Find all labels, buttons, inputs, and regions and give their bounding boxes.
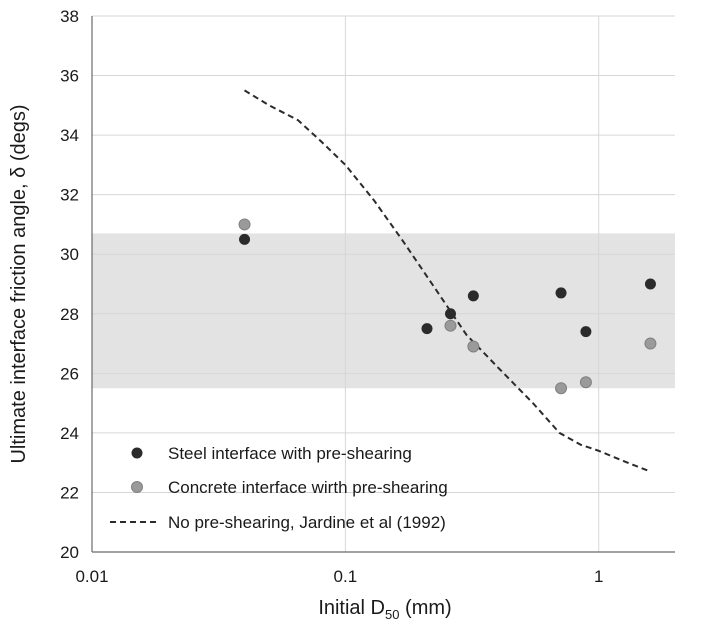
legend-label-jardine: No pre-shearing, Jardine et al (1992) bbox=[168, 513, 446, 532]
data-point-concrete bbox=[579, 376, 592, 389]
data-point-steel bbox=[467, 290, 479, 302]
legend-label-steel: Steel interface with pre-shearing bbox=[168, 444, 412, 463]
y-tick-label: 38 bbox=[60, 7, 79, 26]
shaded-band-layer bbox=[92, 233, 675, 389]
data-point-steel bbox=[421, 323, 433, 335]
y-tick-label: 34 bbox=[60, 126, 79, 145]
legend-item-jardine: No pre-shearing, Jardine et al (1992) bbox=[110, 513, 446, 532]
data-point-steel bbox=[445, 308, 457, 320]
axes-layer bbox=[91, 16, 675, 553]
y-tick-label: 26 bbox=[60, 364, 79, 383]
y-tick-label: 32 bbox=[60, 186, 79, 205]
data-point-steel bbox=[580, 326, 592, 338]
legend-item-steel: Steel interface with pre-shearing bbox=[131, 444, 412, 463]
x-tick-label: 0.1 bbox=[334, 567, 358, 586]
data-point-steel bbox=[644, 278, 656, 290]
y-axis-title: Ultimate interface friction angle, δ (de… bbox=[8, 104, 30, 463]
data-point-concrete bbox=[555, 382, 568, 395]
y-tick-label: 24 bbox=[60, 424, 79, 443]
legend-marker-steel bbox=[131, 447, 143, 459]
legend-label-concrete: Concrete interface wirth pre-shearing bbox=[168, 478, 448, 497]
legend: Steel interface with pre-shearing Concre… bbox=[110, 444, 448, 532]
y-tick-label: 22 bbox=[60, 483, 79, 502]
x-tick-label: 1 bbox=[594, 567, 603, 586]
data-point-concrete bbox=[238, 218, 251, 231]
x-axis-title: Initial D50 (mm) bbox=[318, 597, 451, 622]
data-point-steel bbox=[555, 287, 567, 299]
data-point-steel bbox=[239, 233, 251, 245]
points-layer bbox=[238, 218, 657, 395]
y-tick-label: 28 bbox=[60, 305, 79, 324]
shaded-band bbox=[92, 233, 675, 389]
y-tick-label: 36 bbox=[60, 67, 79, 86]
data-point-concrete bbox=[467, 340, 480, 353]
tick-labels-layer: 20 22 24 26 28 30 32 34 36 38 0.01 0.1 1 bbox=[60, 7, 603, 586]
y-tick-label: 20 bbox=[60, 543, 79, 562]
legend-item-concrete: Concrete interface wirth pre-shearing bbox=[131, 478, 448, 497]
data-point-concrete bbox=[644, 337, 657, 350]
legend-marker-concrete bbox=[131, 481, 143, 493]
y-tick-label: 30 bbox=[60, 245, 79, 264]
grid-layer bbox=[92, 15, 675, 552]
x-tick-label: 0.01 bbox=[75, 567, 108, 586]
data-point-concrete bbox=[444, 319, 457, 332]
